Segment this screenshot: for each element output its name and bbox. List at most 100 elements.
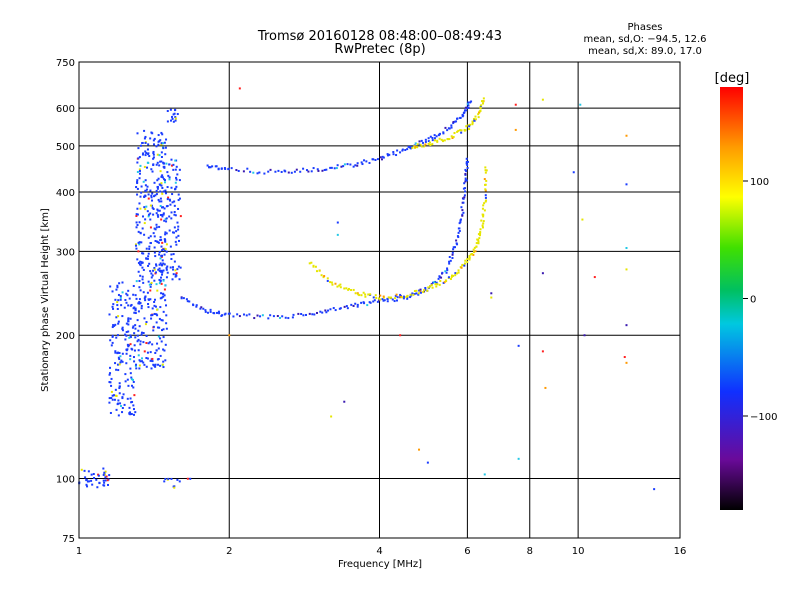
data-point	[427, 142, 430, 145]
data-point	[175, 230, 178, 233]
data-point	[162, 328, 165, 331]
data-point	[178, 168, 181, 171]
data-point	[141, 252, 144, 255]
data-point	[334, 282, 337, 285]
data-point	[115, 288, 118, 291]
data-point	[153, 266, 156, 269]
data-point	[114, 350, 117, 353]
data-point	[138, 359, 141, 362]
data-point	[159, 337, 162, 340]
data-point	[126, 343, 129, 346]
data-point	[464, 173, 467, 176]
data-point	[165, 322, 168, 325]
data-point	[480, 100, 483, 103]
data-point	[395, 154, 398, 157]
data-point	[291, 316, 294, 319]
data-point	[158, 183, 161, 186]
data-point	[321, 169, 324, 172]
data-point	[204, 309, 207, 312]
data-point	[463, 109, 466, 112]
data-point	[135, 280, 138, 283]
data-point	[367, 293, 370, 296]
data-point	[305, 169, 308, 172]
data-point	[625, 183, 628, 186]
data-point	[153, 246, 156, 249]
colorbar	[720, 87, 743, 510]
data-point	[161, 259, 164, 262]
data-point	[293, 170, 296, 173]
data-point	[125, 292, 128, 295]
data-point	[334, 309, 337, 312]
data-point	[149, 283, 152, 286]
data-point	[174, 181, 177, 184]
data-point	[469, 123, 472, 126]
data-point	[160, 340, 163, 343]
data-point	[468, 128, 471, 131]
data-point	[152, 157, 155, 160]
data-point	[139, 343, 142, 346]
data-point	[350, 303, 353, 306]
data-point	[110, 377, 113, 380]
data-point	[145, 257, 148, 260]
data-point	[457, 231, 460, 234]
data-point	[343, 305, 346, 308]
data-point	[462, 211, 465, 214]
data-point	[448, 138, 451, 141]
data-point	[152, 150, 155, 153]
data-point	[147, 215, 150, 218]
data-point	[459, 221, 462, 224]
data-point	[150, 196, 153, 199]
data-point	[159, 279, 162, 282]
data-point	[131, 400, 134, 403]
data-point	[111, 305, 114, 308]
data-point	[156, 179, 159, 182]
data-point	[155, 264, 158, 267]
data-point	[159, 160, 162, 163]
data-point	[138, 302, 141, 305]
data-point	[159, 204, 162, 207]
data-point	[138, 243, 141, 246]
data-point	[478, 237, 481, 240]
data-point	[478, 111, 481, 114]
data-point	[186, 477, 189, 480]
data-point	[119, 402, 122, 405]
data-point	[158, 200, 161, 203]
data-point	[168, 163, 171, 166]
data-point	[408, 146, 411, 149]
data-point	[174, 240, 177, 243]
data-point	[143, 363, 146, 366]
data-point	[172, 163, 175, 166]
data-point	[426, 289, 429, 292]
data-point	[473, 246, 476, 249]
data-point	[171, 278, 174, 281]
data-point	[143, 350, 146, 353]
data-point	[144, 194, 147, 197]
data-point	[485, 169, 488, 172]
data-point	[517, 344, 520, 347]
data-point	[136, 258, 139, 261]
data-point	[162, 248, 165, 251]
data-point	[139, 260, 142, 263]
data-point	[173, 260, 176, 263]
data-point	[164, 299, 167, 302]
data-point	[459, 129, 462, 132]
data-point	[152, 139, 155, 142]
grid-lines	[79, 62, 680, 538]
data-point	[156, 314, 159, 317]
data-point	[280, 170, 283, 173]
data-point	[162, 206, 165, 209]
data-point	[142, 152, 145, 155]
data-point	[171, 117, 174, 120]
data-point	[144, 184, 147, 187]
data-point	[136, 182, 139, 185]
data-point	[362, 291, 365, 294]
data-point	[118, 387, 121, 390]
data-point	[168, 198, 171, 201]
data-point	[169, 108, 172, 111]
data-point	[136, 224, 139, 227]
data-point	[394, 297, 397, 300]
data-point	[123, 306, 126, 309]
data-point	[163, 349, 166, 352]
data-point	[363, 302, 366, 305]
data-point	[131, 326, 134, 329]
